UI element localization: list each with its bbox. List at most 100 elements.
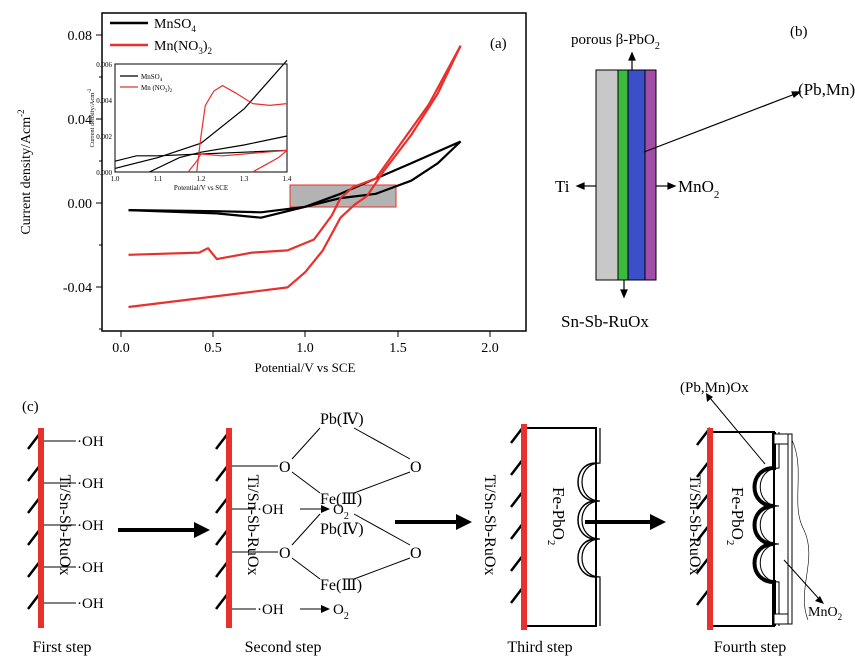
oxygen-label: O xyxy=(279,459,291,476)
pbo2-layer xyxy=(523,427,597,627)
label-mno2: MnO2 xyxy=(678,177,719,201)
panel-a-label: (a) xyxy=(490,36,507,52)
legend: MnSO4 Mn(NO3)2 xyxy=(110,17,212,56)
fe-pbo2-label: Fe-PbO2 xyxy=(724,487,747,545)
inset-x-tick: 1.0 xyxy=(111,175,120,183)
x-tick-label: 1.5 xyxy=(389,341,407,356)
inset-series-mnso4-2 xyxy=(114,60,288,169)
oh-group: ·OH xyxy=(77,518,104,534)
pb-label: Pb(Ⅳ) xyxy=(320,411,364,428)
fe-label: Fe(Ⅲ) xyxy=(320,491,362,508)
porous-surface xyxy=(759,432,780,626)
step-1: Ti/Sn-Sb-RuOx ·OH ·OH ·OH ·OH ·OH First … xyxy=(27,428,104,656)
plot-frame xyxy=(101,12,527,332)
inset-y-label: Current density/Acm-2 xyxy=(88,88,96,147)
inset-chart: MnSO4 Mn (NO3)2 0.006 0.004 0.002 0.000 … xyxy=(88,60,292,192)
step-label: Second step xyxy=(245,639,322,656)
oh-group: ·OH xyxy=(77,596,104,612)
oxygen-label: O xyxy=(410,545,422,562)
panel-b-label: (b) xyxy=(790,24,808,40)
inset-y-tick: 0.002 xyxy=(96,133,112,141)
inset-curves xyxy=(114,60,288,173)
panel-c-label: (c) xyxy=(22,399,39,415)
label-ti: Ti xyxy=(555,177,570,196)
electrode-label: Ti/Sn-Sb-RuOx xyxy=(686,475,703,576)
cv-curves xyxy=(128,45,462,309)
step-label: Fourth step xyxy=(714,639,786,656)
x-tick-label: 0.5 xyxy=(204,341,222,356)
inset-series-mnso4-0 xyxy=(114,149,288,162)
x-axis-label: Potential/V vs SCE xyxy=(255,360,356,375)
mno2-label: MnO2 xyxy=(808,605,842,622)
x-tick-label: 2.0 xyxy=(481,341,499,356)
arrow-step-3 xyxy=(585,514,666,530)
inset-legend: MnSO4 Mn (NO3)2 xyxy=(120,73,173,94)
step-2: Ti/Sn-Sb-RuOx O O Pb(Ⅳ) Fe(Ⅲ) ·OH O2 O xyxy=(215,411,422,656)
inset-x-tick: 1.3 xyxy=(240,175,249,183)
inset-x-label: Potential/V vs SCE xyxy=(174,184,228,192)
y-ticks xyxy=(96,34,102,330)
oh-group: ·OH xyxy=(77,560,104,576)
y-tick-label: 0.04 xyxy=(68,113,93,128)
mno2-film xyxy=(787,433,793,625)
porous-surface xyxy=(581,428,601,626)
inset-y-tick: 0.000 xyxy=(96,169,112,177)
o2-label: O2 xyxy=(333,502,349,522)
inset-series-mnso4-1 xyxy=(149,135,288,173)
arrow-step-1 xyxy=(118,522,210,538)
inset-x-tick: 1.2 xyxy=(197,175,206,183)
electrode-label: Ti/Sn-Sb-RuOx xyxy=(244,475,261,576)
pb-label: Pb(Ⅳ) xyxy=(320,521,364,538)
oh-group: ·OH xyxy=(257,502,284,518)
inset-legend-mnso4: MnSO4 xyxy=(141,73,163,83)
mno2-outline xyxy=(791,439,810,621)
layer-mno2 xyxy=(644,69,657,281)
step-4: Ti/Sn-Sb-RuOx Fe-PbO2 (Pb,Mn)Ox MnO2 Fou… xyxy=(680,380,842,656)
inset-series-mnno3-1 xyxy=(187,149,288,173)
layer-sn-sb-ruox xyxy=(617,69,629,281)
inset-legend-mnno3: Mn (NO3)2 xyxy=(141,84,173,94)
oh-group: ·OH xyxy=(257,602,284,618)
label-pbmnox: (Pb,Mn)Ox xyxy=(798,80,855,99)
y-axis-label: Current density/Acm-2 xyxy=(16,109,34,234)
panel-c-mechanism: (c) Ti/Sn-Sb-RuOx ·OH ·OH ·OH ·OH ·OH Fi… xyxy=(22,380,842,656)
o2-label: O2 xyxy=(333,602,349,622)
legend-label-mnno3: Mn(NO3)2 xyxy=(154,39,212,56)
step-label: Third step xyxy=(507,639,572,656)
panel-b-top-label: porous β-PbO2 xyxy=(571,32,660,52)
mno2-film xyxy=(773,613,789,625)
inset-y-tick: 0.006 xyxy=(96,61,112,69)
inset-x-tick: 1.4 xyxy=(283,175,292,183)
oxygen-label: O xyxy=(279,545,291,562)
panel-b-arrows xyxy=(575,51,802,299)
label-sn-sb-ruox: Sn-Sb-RuOx xyxy=(561,312,649,331)
electrode-label: Ti/Sn-Sb-RuOx xyxy=(481,475,498,576)
porous-surface xyxy=(577,428,597,626)
y-tick-label: 0.08 xyxy=(68,29,93,44)
cv-series-mnno3-reverse xyxy=(128,45,462,309)
cv-series-mnno3-forward xyxy=(128,45,462,261)
inset-y-tick: 0.004 xyxy=(96,97,112,105)
pbmnox-label: (Pb,Mn)Ox xyxy=(680,380,749,396)
x-ticks xyxy=(120,331,491,337)
porous-surface xyxy=(752,432,776,626)
y-tick-label: 0.00 xyxy=(68,197,93,212)
inset-series-mnno3-0 xyxy=(196,84,288,173)
mno2-film xyxy=(773,433,789,445)
inset-x-tick: 1.1 xyxy=(154,175,163,183)
cv-series-mnso4-reverse xyxy=(128,140,462,219)
fe-pbo2-label: Fe-PbO2 xyxy=(545,487,568,545)
legend-label-mnso4: MnSO4 xyxy=(154,17,196,34)
x-tick-label: 0.0 xyxy=(112,341,130,356)
inset-series-mnno3-2 xyxy=(252,149,288,173)
panel-b-layers: porous β-PbO2 (b) (Pb,Mn)Ox Ti MnO2 Sn-S… xyxy=(555,24,855,331)
step-label: First step xyxy=(32,639,91,656)
fe-label: Fe(Ⅲ) xyxy=(320,577,362,594)
arrow-step-2 xyxy=(395,514,472,530)
layer-ti xyxy=(595,69,619,281)
y-tick-label: -0.04 xyxy=(63,281,92,296)
layer-pbo2 xyxy=(627,69,646,281)
oh-group: ·OH xyxy=(77,476,104,492)
step-3: Ti/Sn-Sb-RuOx Fe-PbO2 Third step xyxy=(481,424,601,656)
